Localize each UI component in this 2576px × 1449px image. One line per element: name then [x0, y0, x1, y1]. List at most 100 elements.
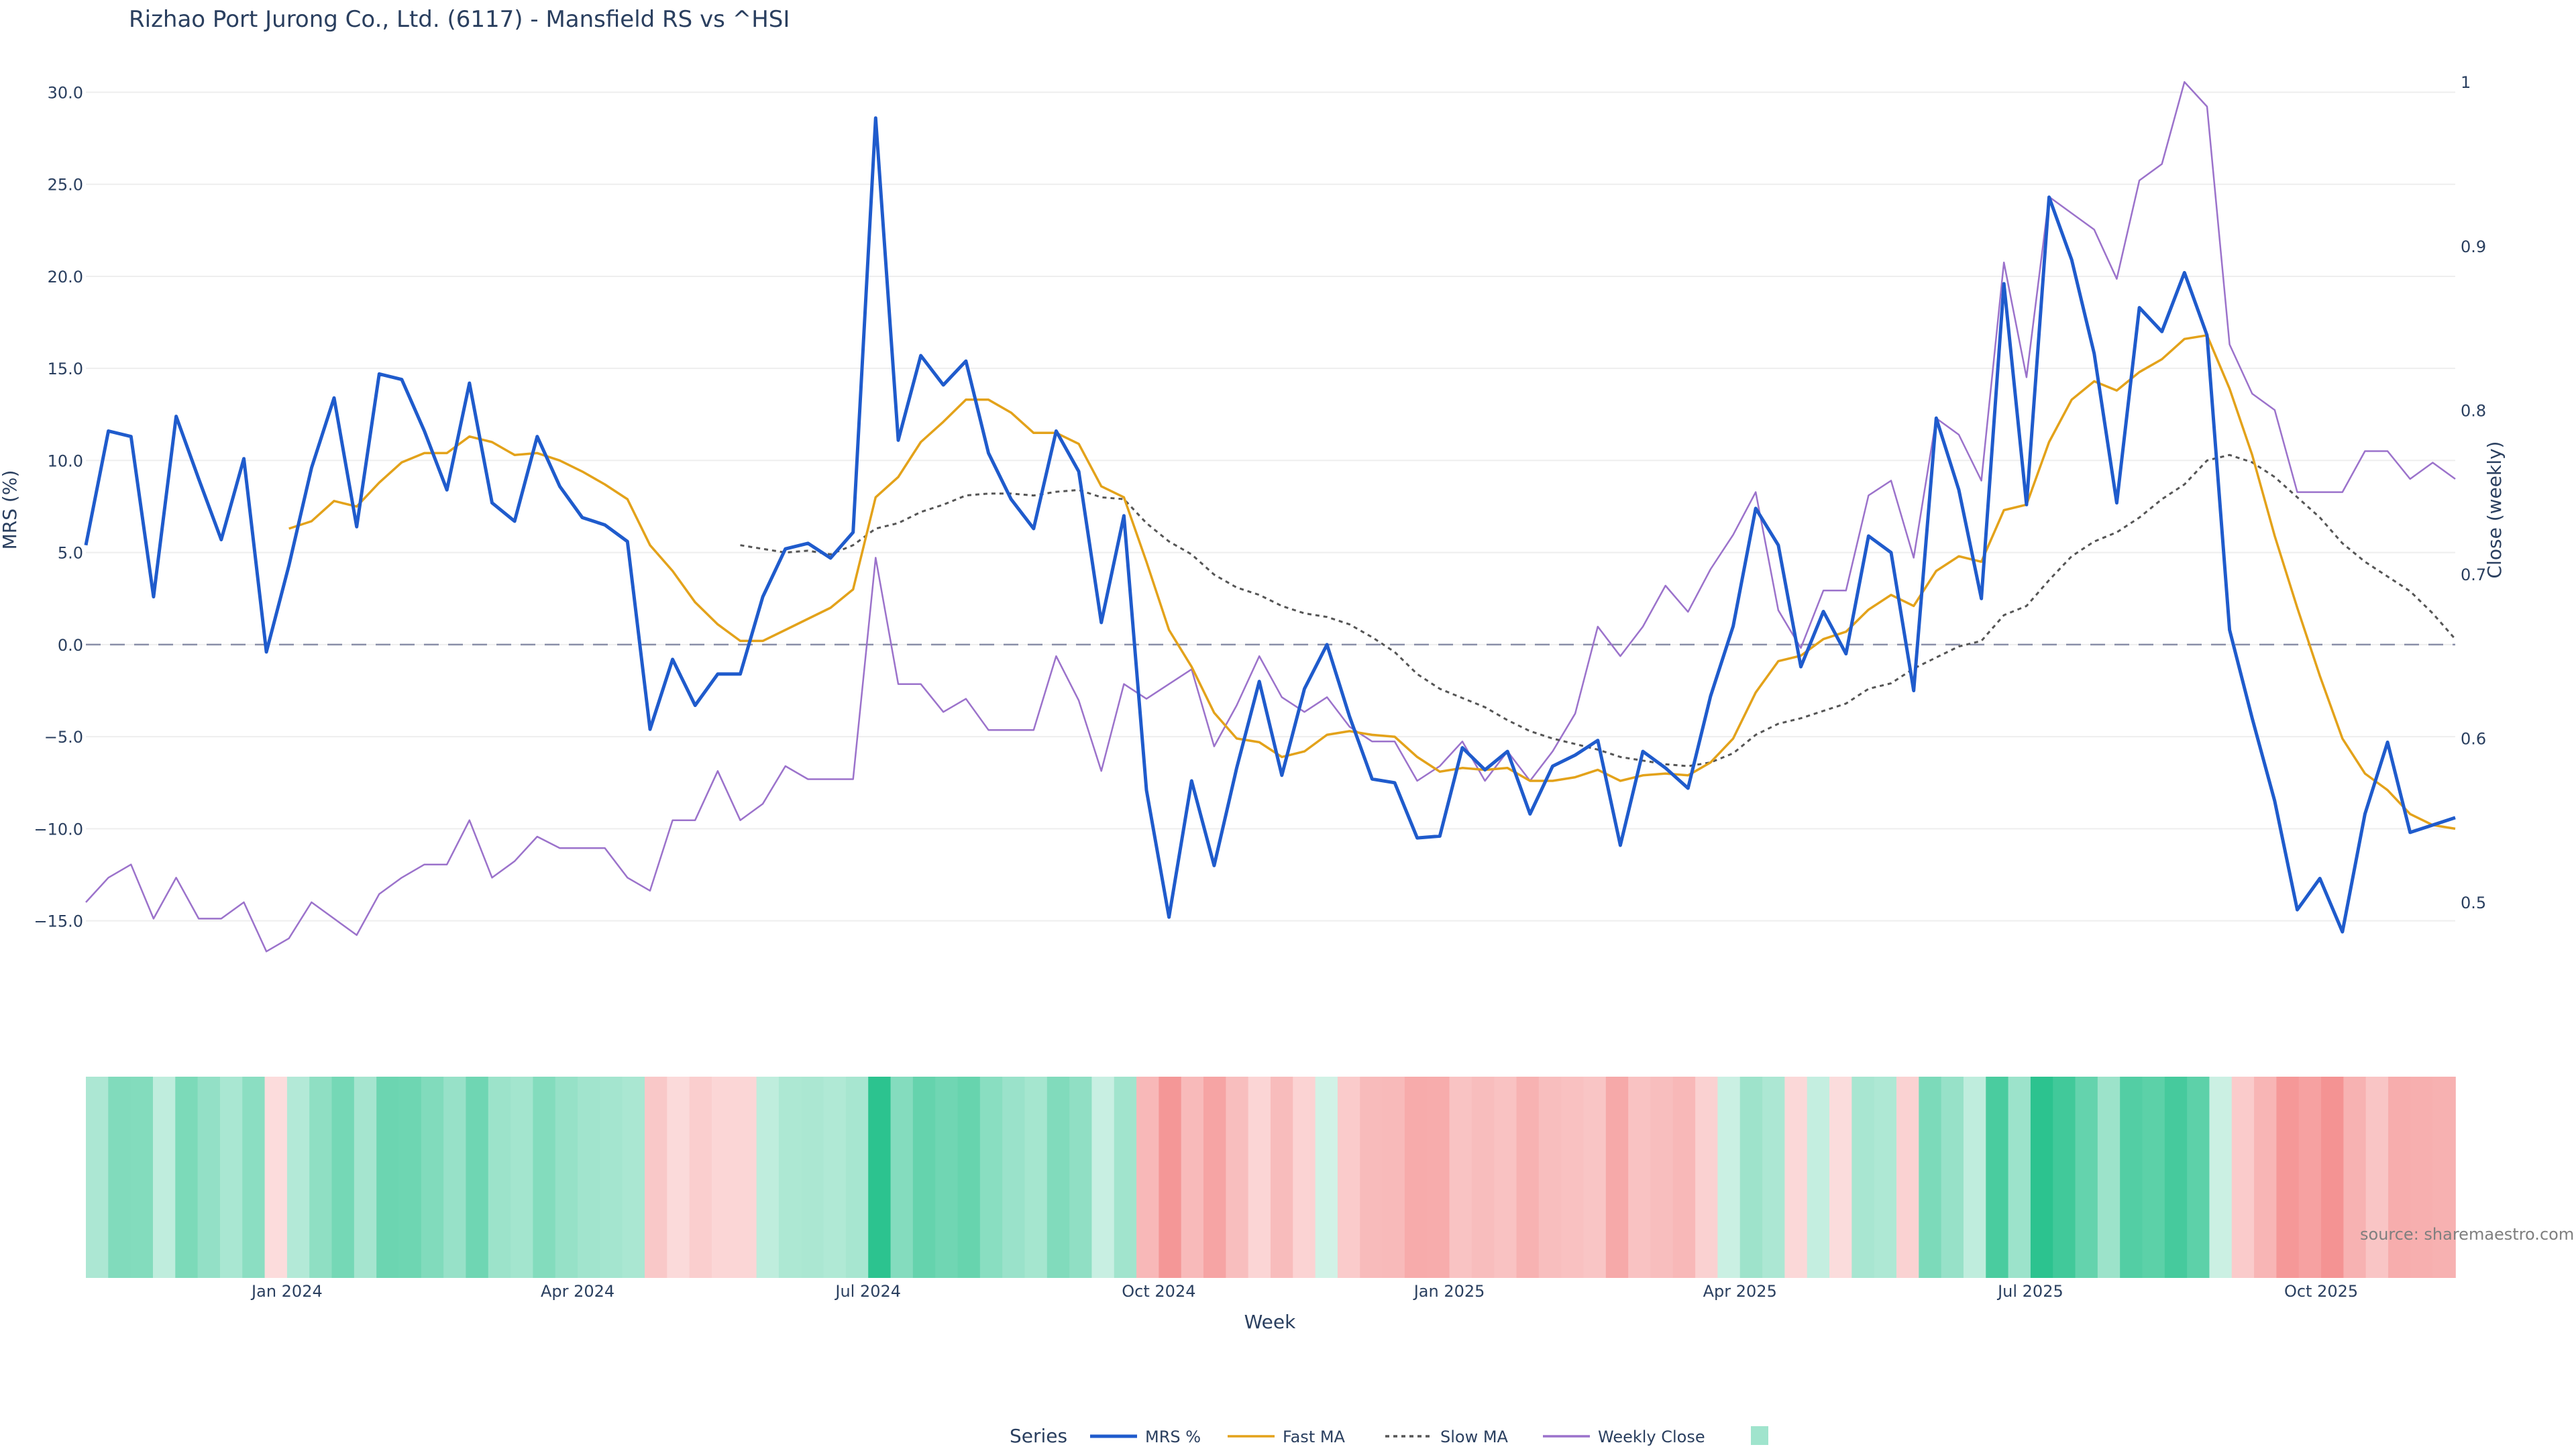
heatmap-cell [421, 1077, 444, 1278]
heatmap-cell [578, 1077, 601, 1278]
y-tick-label: 15.0 [48, 360, 83, 378]
heatmap-cell [689, 1077, 712, 1278]
heatmap-cell [2231, 1077, 2255, 1278]
heatmap-cell [2343, 1077, 2367, 1278]
heatmap-cell [1494, 1077, 1517, 1278]
heatmap-cell [1829, 1077, 1853, 1278]
heatmap-cell [2276, 1077, 2300, 1278]
heatmap-cell [912, 1077, 936, 1278]
heatmap-cell [957, 1077, 981, 1278]
heatmap-cell [466, 1077, 489, 1278]
y-tick-label: 10.0 [48, 451, 83, 470]
heatmap-cell [1382, 1077, 1405, 1278]
heatmap-cell [1136, 1077, 1160, 1278]
heatmap-cell [756, 1077, 780, 1278]
heatmap-cell [1248, 1077, 1271, 1278]
legend: Series MRS % Fast MA Slow MA Weekly Close [1010, 1425, 1768, 1447]
heatmap-cell [2097, 1077, 2121, 1278]
heatmap-cell [1271, 1077, 1294, 1278]
heatmap-cell [2410, 1077, 2434, 1278]
x-tick-label: Apr 2024 [541, 1282, 614, 1301]
heatmap-cell [1159, 1077, 1182, 1278]
heatmap-cell [2298, 1077, 2322, 1278]
heatmap-cell [868, 1077, 892, 1278]
heatmap-cell [1360, 1077, 1383, 1278]
y-tick-label: 25.0 [48, 176, 83, 195]
heatmap-cell [801, 1077, 824, 1278]
heatmap-cell [890, 1077, 914, 1278]
heatmap-cell [1293, 1077, 1316, 1278]
heatmap-cell [1919, 1077, 1942, 1278]
heatmap-cell [511, 1077, 534, 1278]
legend-entry: Fast MA [1283, 1428, 1346, 1446]
heatmap-cell [443, 1077, 467, 1278]
legend-entry: Weekly Close [1598, 1428, 1705, 1446]
series-line-3 [85, 80, 2456, 953]
heatmap-cell [354, 1077, 377, 1278]
source-credit: source: sharemaestro.com [2360, 1225, 2574, 1244]
legend-entry: MRS % [1145, 1428, 1201, 1446]
x-axis-label: Week [1244, 1311, 1296, 1333]
heatmap-cell [1427, 1077, 1450, 1278]
heatmap-cell [1695, 1077, 1719, 1278]
heatmap-cell [108, 1077, 131, 1278]
heatmap-cell [1628, 1077, 1652, 1278]
heatmap-cell [1069, 1077, 1093, 1278]
heatmap-cell [1807, 1077, 1830, 1278]
heatmap-cell [2120, 1077, 2143, 1278]
heatmap-cell [1784, 1077, 1808, 1278]
heatmap-cell [152, 1077, 176, 1278]
heatmap-cell [1941, 1077, 1964, 1278]
heatmap-cell [2053, 1077, 2076, 1278]
heatmap-cell [622, 1077, 645, 1278]
heatmap-cell [533, 1077, 556, 1278]
legend-title: Series [1010, 1425, 1067, 1447]
heatmap-cell [1874, 1077, 1897, 1278]
heatmap-cell [1963, 1077, 1987, 1278]
heatmap-cell [2365, 1077, 2389, 1278]
y-tick-label: 5.0 [58, 544, 83, 563]
heatmap-cell [1851, 1077, 1875, 1278]
x-tick-label: Jan 2025 [1413, 1282, 1485, 1301]
heatmap-cell [2209, 1077, 2233, 1278]
heatmap-cell [1046, 1077, 1070, 1278]
heatmap-cell [2432, 1077, 2456, 1278]
heatmap-cell [1181, 1077, 1204, 1278]
y-tick-label: −5.0 [44, 728, 83, 747]
y-tick-label: −10.0 [34, 820, 83, 839]
y2-tick-label: 0.7 [2461, 566, 2486, 584]
heatmap-cell [1561, 1077, 1585, 1278]
heatmap-cell [1717, 1077, 1741, 1278]
heatmap-cell [2008, 1077, 2031, 1278]
heatmap-cell [376, 1077, 400, 1278]
series-line-1 [288, 334, 2456, 830]
heatmap-cell [286, 1077, 311, 1278]
heatmap-cell [1516, 1077, 1540, 1278]
heatmap-cell [734, 1077, 757, 1278]
heatmap-cell [488, 1077, 511, 1278]
x-tick-label: Oct 2025 [2284, 1282, 2358, 1301]
heatmap-cell [1538, 1077, 1562, 1278]
heatmap-cell [1024, 1077, 1048, 1278]
y2-tick-label: 0.8 [2461, 401, 2486, 420]
y-tick-label: 30.0 [48, 83, 83, 102]
heatmap-cell [1583, 1077, 1607, 1278]
heatmap-cell [1114, 1077, 1137, 1278]
y2-tick-label: 0.9 [2461, 237, 2486, 256]
heatmap-cell [2142, 1077, 2165, 1278]
y-tick-label: −15.0 [34, 912, 83, 931]
y2-axis-ticks: 1 0.9 0.8 0.7 0.6 0.5 [2461, 73, 2486, 912]
y2-tick-label: 1 [2461, 73, 2471, 92]
heatmap-cell [2254, 1077, 2277, 1278]
series-line-2 [740, 453, 2457, 767]
legend-heatmap-swatch [1751, 1426, 1768, 1445]
heatmap-cell [264, 1077, 288, 1278]
x-axis-ticks: Jan 2024 Apr 2024 Jul 2024 Oct 2024 Jan 2025… [250, 1282, 2358, 1301]
heatmap-cell [331, 1077, 355, 1278]
heatmap-cell [711, 1077, 735, 1278]
heatmap-cell [935, 1077, 959, 1278]
heatmap-cell [1605, 1077, 1629, 1278]
heatmap-cell [197, 1077, 221, 1278]
heatmap-cell [2321, 1077, 2345, 1278]
heatmap-cell [175, 1077, 199, 1278]
